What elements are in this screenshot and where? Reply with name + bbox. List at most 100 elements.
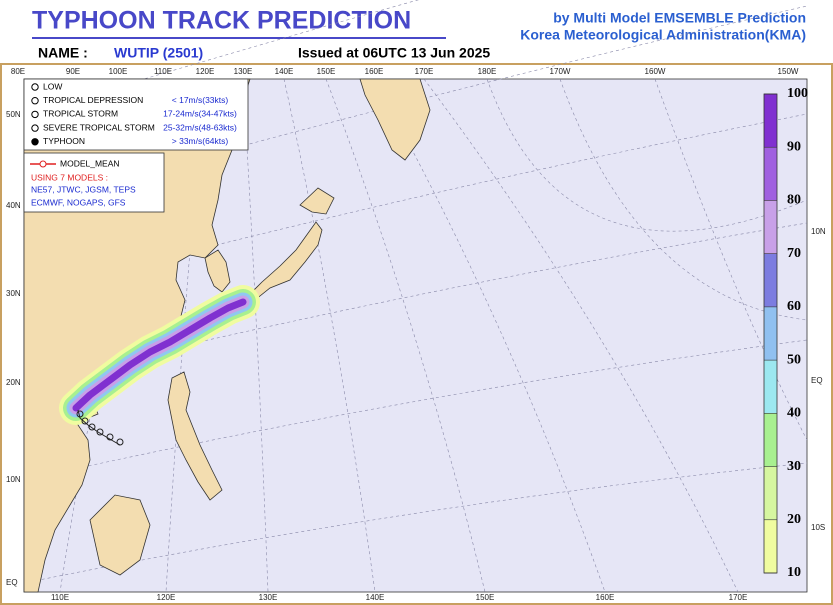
intensity-label: TYPHOON — [43, 136, 85, 146]
colorbar-segment — [764, 360, 777, 414]
colorbar-label: 10 — [787, 565, 801, 580]
issued: Issued at 06UTC 13 Jun 2025 — [298, 45, 490, 61]
colorbar-segment — [764, 466, 777, 520]
colorbar-segment — [764, 306, 777, 361]
lon-label: 170E — [729, 593, 748, 602]
lon-label: 170W — [550, 67, 571, 76]
credit-line: Korea Meteorological Administration(KMA) — [520, 27, 806, 43]
colorbar-label: 80 — [787, 193, 801, 208]
colorbar-segment — [764, 94, 777, 148]
intensity-label: TROPICAL DEPRESSION — [43, 95, 143, 105]
meridian — [486, 78, 808, 232]
colorbar-label: 20 — [787, 512, 801, 527]
intensity-symbol — [31, 110, 39, 119]
model-legend-box — [23, 152, 165, 213]
mean-marker-swatch — [39, 160, 47, 168]
lat-label: 50N — [6, 110, 21, 119]
intensity-label: TROPICAL STORM — [43, 109, 118, 119]
colorbar-label: 50 — [787, 352, 801, 367]
intensity-symbol — [31, 138, 39, 146]
lon-label: 160E — [365, 67, 384, 76]
meridian — [283, 78, 376, 593]
intensity-symbol — [31, 83, 39, 91]
lon-label: 150E — [317, 67, 336, 76]
colorbar-segment — [764, 147, 777, 201]
models-line: NE57, JTWC, JGSM, TEPS — [31, 184, 136, 194]
track-symbol — [76, 410, 84, 418]
colorbar-segment — [764, 253, 777, 307]
models-heading: USING 7 MODELS : — [31, 172, 108, 182]
colorbar-segment — [764, 200, 777, 254]
lon-label: 100E — [109, 67, 128, 76]
title: TYPHOON TRACK PREDICTION — [32, 7, 411, 35]
lon-label: 170E — [415, 67, 434, 76]
korea — [204, 249, 231, 293]
intensity-range: 17-24m/s(34-47kts) — [163, 109, 237, 119]
track-symbol — [116, 438, 124, 446]
lon-label: 140E — [366, 593, 385, 602]
lon-label: 110E — [154, 67, 172, 76]
lon-label: 180E — [478, 67, 497, 76]
lat-label: 20N — [6, 378, 21, 387]
colorbar-label: 100 — [787, 86, 808, 101]
models-line: ECMWF, NOGAPS, GFS — [31, 197, 126, 207]
lon-label: 150W — [778, 67, 799, 76]
parallel — [23, 0, 419, 116]
mean-label: MODEL_MEAN — [60, 158, 120, 168]
lon-label: 160E — [596, 593, 615, 602]
meridian — [423, 78, 739, 593]
colorbar-segment — [764, 519, 777, 573]
intensity-symbol — [31, 124, 39, 132]
track-symbol — [106, 433, 114, 441]
lat-label: 10S — [811, 523, 825, 532]
lon-label: 110E — [51, 593, 69, 602]
kamchatka — [359, 78, 431, 161]
prob-band — [72, 298, 247, 412]
borneo — [89, 494, 151, 576]
parallel — [23, 339, 808, 481]
colorbar-label: 40 — [787, 406, 801, 421]
name-value: WUTIP (2501) — [114, 45, 203, 61]
lat-label: EQ — [811, 376, 823, 385]
intensity-legend: LOW TROPICAL DEPRESSION < 17m/s(33kts) TROP… — [31, 81, 237, 146]
colorbar-segment — [764, 413, 777, 467]
lon-label: 120E — [157, 593, 176, 602]
lat-label: 10N — [6, 475, 21, 484]
lon-label: 140E — [275, 67, 294, 76]
track-probability — [59, 285, 260, 446]
outer-border — [0, 63, 833, 605]
colorbar-label: 60 — [787, 299, 801, 314]
intensity-label: SEVERE TROPICAL STORM — [43, 122, 155, 132]
colorbar-label: 70 — [787, 246, 801, 261]
intensity-legend-box — [23, 78, 249, 151]
lat-label: 40N — [6, 201, 21, 210]
coordinate-labels: 80E 90E 100E 110E 120E 130E 140E 150E 160E 170E 18… — [6, 67, 826, 602]
lon-label: 150E — [476, 593, 495, 602]
lon-label: 130E — [234, 67, 253, 76]
colorbar: 10 20 30 40 50 60 70 80 90 100 — [763, 86, 808, 580]
intensity-label: LOW — [43, 81, 62, 91]
lat-label: 10N — [811, 227, 826, 236]
lon-label: 90E — [66, 67, 80, 76]
lat-label: 30N — [6, 289, 21, 298]
lon-label: 80E — [11, 67, 25, 76]
lon-label: 160W — [645, 67, 666, 76]
credit-line: by Multi Model EMSEMBLE Prediction — [553, 10, 806, 26]
intensity-range: > 33m/s(64kts) — [172, 136, 229, 146]
name-label: NAME : — [38, 45, 88, 61]
intensity-symbol — [31, 97, 39, 105]
track-symbols — [76, 410, 124, 446]
meridian — [325, 78, 486, 593]
colorbar-label: 90 — [787, 139, 801, 154]
lon-label: 130E — [259, 593, 278, 602]
lat-label: EQ — [6, 578, 18, 587]
track-symbol — [96, 428, 104, 436]
intensity-range: 25-32m/s(48-63kts) — [163, 122, 237, 132]
colorbar-label: 30 — [787, 459, 801, 474]
meridian — [654, 78, 808, 441]
philippines — [167, 371, 223, 501]
meridian — [242, 78, 269, 593]
lon-label: 120E — [196, 67, 215, 76]
